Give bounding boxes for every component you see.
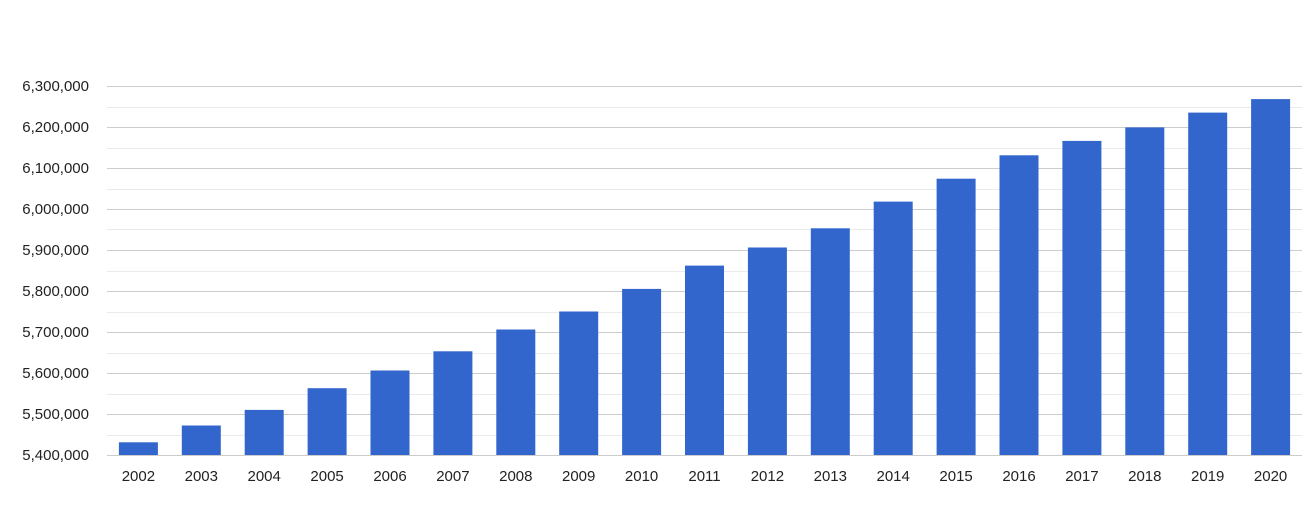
bar-2006[interactable] <box>370 370 410 456</box>
bar-2012[interactable] <box>747 247 787 456</box>
x-tick-label: 2011 <box>688 468 720 485</box>
x-tick-label: 2004 <box>248 468 281 485</box>
y-tick-label: 6,000,000 <box>22 201 89 218</box>
y-tick-label: 5,900,000 <box>22 242 89 259</box>
x-tick-label: 2015 <box>939 468 972 485</box>
y-tick-label: 5,400,000 <box>22 447 89 464</box>
bar-2016[interactable] <box>999 155 1039 456</box>
y-tick-label: 5,800,000 <box>22 283 89 300</box>
bar-2019[interactable] <box>1188 112 1228 455</box>
bar-2014[interactable] <box>873 201 913 455</box>
y-tick-label: 6,100,000 <box>22 160 89 177</box>
bar-2011[interactable] <box>685 265 724 455</box>
bar-2008[interactable] <box>496 329 536 456</box>
y-axis: 5,400,000 5,500,000 5,600,000 5,700,000 5,80… <box>22 78 89 464</box>
x-tick-label: 2009 <box>562 468 595 485</box>
x-tick-label: 2008 <box>499 468 532 485</box>
bar-2010[interactable] <box>622 288 662 455</box>
gridlines <box>107 86 1302 456</box>
x-tick-label: 2019 <box>1191 468 1224 485</box>
bar-2007[interactable] <box>433 351 473 455</box>
bars <box>118 99 1291 456</box>
x-tick-label: 2002 <box>122 468 155 485</box>
x-tick-label: 2012 <box>751 468 784 485</box>
y-tick-label: 6,300,000 <box>22 78 89 95</box>
x-tick-label: 2018 <box>1128 468 1161 485</box>
x-tick-label: 2010 <box>625 468 658 485</box>
x-tick-label: 2005 <box>310 468 343 485</box>
bar-2009[interactable] <box>559 311 599 456</box>
x-tick-label: 2020 <box>1254 468 1287 485</box>
bar-2005[interactable] <box>307 388 347 455</box>
bar-2018[interactable] <box>1125 127 1165 456</box>
y-tick-label: 5,700,000 <box>22 324 89 341</box>
x-axis: 2002 2003 2004 2005 2006 2007 2008 2009 2010 2011… <box>122 468 1288 485</box>
x-tick-label: 2006 <box>373 468 406 485</box>
bar-2017[interactable] <box>1062 140 1102 455</box>
bar-2015[interactable] <box>936 178 976 455</box>
x-tick-label: 2017 <box>1065 468 1098 485</box>
bar-2004[interactable] <box>244 409 284 455</box>
y-tick-label: 6,200,000 <box>22 119 89 136</box>
y-tick-label: 5,500,000 <box>22 406 89 423</box>
x-tick-label: 2007 <box>436 468 469 485</box>
bar-2002[interactable] <box>118 442 158 455</box>
bar-2003[interactable] <box>181 425 221 456</box>
x-tick-label: 2003 <box>185 468 218 485</box>
y-tick-label: 5,600,000 <box>22 365 89 382</box>
x-tick-label: 2013 <box>814 468 847 485</box>
x-tick-label: 2014 <box>877 468 910 485</box>
x-tick-label: 2016 <box>1002 468 1035 485</box>
bar-2020[interactable] <box>1251 99 1291 455</box>
bar-2013[interactable] <box>810 228 850 455</box>
